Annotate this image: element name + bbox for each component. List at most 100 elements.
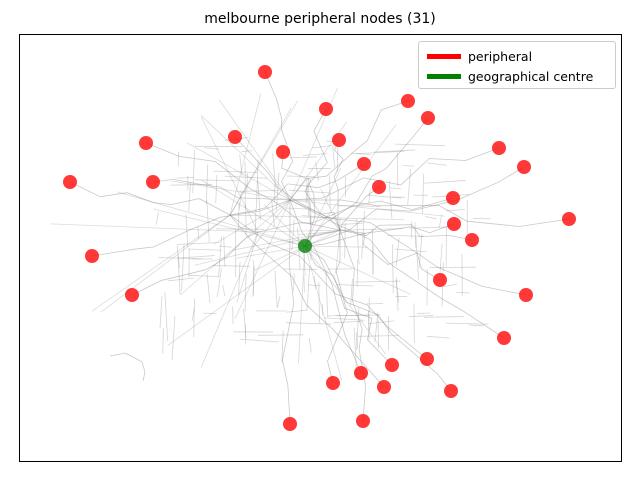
road-path xyxy=(327,230,348,384)
road-path xyxy=(304,245,452,392)
road-segment xyxy=(395,237,400,267)
road-segment xyxy=(176,242,220,245)
peripheral-node-point xyxy=(319,102,333,116)
road-segment xyxy=(241,150,253,153)
road-segment xyxy=(350,152,372,155)
peripheral-node-point xyxy=(146,175,160,189)
road-path xyxy=(91,199,291,257)
road-segment xyxy=(256,159,259,209)
peripheral-node-point xyxy=(357,157,371,171)
legend-label-peripheral: peripheral xyxy=(468,48,533,64)
road-segment xyxy=(234,199,291,319)
road-segment xyxy=(344,223,346,259)
road-path xyxy=(289,199,527,296)
road-segment xyxy=(356,150,405,155)
road-path xyxy=(304,245,393,366)
road-segment xyxy=(189,274,220,278)
road-segment xyxy=(361,210,365,259)
peripheral-node-point xyxy=(85,249,99,263)
road-path xyxy=(229,163,365,216)
road-segment xyxy=(212,265,250,267)
road-segment xyxy=(374,312,379,342)
road-path xyxy=(304,108,328,247)
road-segment xyxy=(335,229,341,274)
road-segment xyxy=(298,231,331,236)
road-path xyxy=(339,229,367,422)
road-segment xyxy=(201,179,306,247)
road-segment xyxy=(206,200,210,243)
road-segment xyxy=(229,107,292,216)
road-segment xyxy=(418,233,423,268)
road-segment xyxy=(285,207,307,210)
road-segment xyxy=(395,280,400,303)
road-segment xyxy=(188,181,191,212)
road-path xyxy=(333,139,344,231)
road-segment xyxy=(302,215,336,219)
road-segment xyxy=(204,147,220,150)
road-segment xyxy=(302,153,328,156)
legend-item-centre: geographical centre xyxy=(427,68,593,84)
road-segment xyxy=(164,292,169,341)
road-path xyxy=(290,199,570,227)
peripheral-node-point xyxy=(517,160,531,174)
road-segment xyxy=(176,245,180,269)
road-segment xyxy=(236,231,259,303)
peripheral-node-point xyxy=(444,384,458,398)
road-segment xyxy=(318,282,320,323)
road-segment xyxy=(308,284,321,287)
road-segment xyxy=(304,245,368,248)
road-path xyxy=(145,142,341,231)
road-segment xyxy=(427,335,450,339)
road-segment xyxy=(218,236,222,278)
road-segment xyxy=(177,254,181,295)
road-segment xyxy=(158,257,203,260)
road-segment xyxy=(194,229,341,266)
legend-item-peripheral: peripheral xyxy=(427,48,532,64)
road-segment xyxy=(427,162,447,166)
road-path xyxy=(339,224,473,241)
road-path xyxy=(281,151,341,231)
road-segment xyxy=(371,228,374,276)
road-segment xyxy=(315,162,319,181)
road-segment xyxy=(239,189,279,192)
road-segment xyxy=(171,180,291,201)
road-segment xyxy=(100,214,231,313)
road-segment xyxy=(338,218,341,246)
legend-swatch-centre xyxy=(427,73,461,79)
road-segment xyxy=(354,280,401,283)
road-segment xyxy=(257,228,404,233)
legend: peripheral geographical centre xyxy=(418,41,616,89)
road-segment xyxy=(275,172,280,212)
road-segment xyxy=(305,184,308,204)
road-segment xyxy=(368,189,371,204)
road-segment xyxy=(224,175,267,179)
road-path xyxy=(69,181,231,216)
road-segment xyxy=(281,330,284,363)
road-segment xyxy=(409,226,452,229)
road-segment xyxy=(306,179,310,216)
road-segment xyxy=(200,114,291,201)
road-path xyxy=(257,197,454,233)
road-segment xyxy=(286,309,308,313)
road-segment xyxy=(238,261,241,295)
road-segment xyxy=(357,335,399,337)
road-segment xyxy=(272,153,276,188)
road-segment xyxy=(329,175,331,209)
road-segment xyxy=(304,167,342,247)
road-segment xyxy=(162,328,164,354)
peripheral-node-point xyxy=(326,376,340,390)
road-segment xyxy=(219,245,232,248)
road-segment xyxy=(185,214,189,247)
road-segment xyxy=(167,277,195,282)
road-segment xyxy=(456,291,471,294)
peripheral-node-point xyxy=(283,417,297,431)
peripheral-node-point xyxy=(519,288,533,302)
road-segment xyxy=(245,204,247,237)
road-path xyxy=(229,214,385,388)
road-segment xyxy=(387,234,424,237)
road-segment xyxy=(445,322,489,325)
road-segment xyxy=(206,164,209,204)
peripheral-node-point xyxy=(465,233,479,247)
road-path xyxy=(304,186,380,247)
road-segment xyxy=(236,245,306,259)
